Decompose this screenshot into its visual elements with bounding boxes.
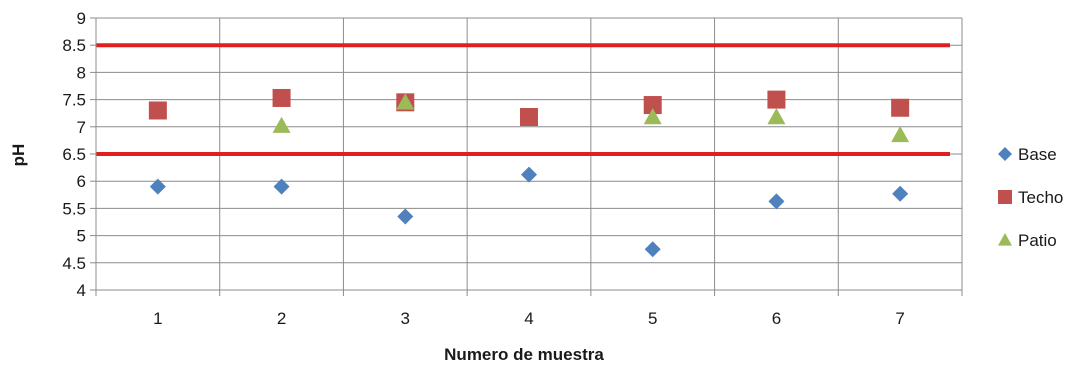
data-point-techo: [148, 101, 167, 120]
data-point-techo: [272, 88, 291, 107]
y-tick-label: 4.5: [62, 254, 86, 273]
legend-marker-patio: [998, 233, 1012, 246]
y-tick-label: 6.5: [62, 145, 86, 164]
data-point-patio: [767, 108, 786, 125]
data-point-base: [892, 185, 909, 202]
reference-lines: [96, 43, 950, 156]
x-tick-label: 2: [277, 309, 286, 328]
x-tick-labels: 1 2 3 4 5 6 7: [153, 309, 905, 328]
x-tick-label: 5: [648, 309, 657, 328]
x-axis-title: Numero de muestra: [444, 345, 604, 364]
data-point-techo: [520, 108, 538, 127]
axes: [90, 17, 963, 296]
y-tick-label: 5.5: [62, 199, 86, 218]
y-tick-labels: 4 4.5 5 5.5 6 6.5 7 7.5 8 8.5 9: [62, 9, 86, 300]
y-tick-label: 5: [77, 227, 86, 246]
data-point-patio: [643, 108, 662, 125]
y-tick-label: 6: [77, 172, 86, 191]
y-tick-label: 8: [77, 63, 86, 82]
data-point-techo: [891, 98, 910, 117]
x-tick-label: 3: [401, 309, 410, 328]
y-tick-label: 8.5: [62, 36, 86, 55]
data-point-techo: [767, 90, 786, 109]
data-point-base: [521, 166, 537, 183]
legend-label-patio: Patio: [1018, 231, 1057, 250]
data-point-patio: [396, 93, 415, 110]
data-markers: [148, 88, 910, 258]
data-point-base: [273, 178, 290, 195]
data-point-base: [149, 178, 166, 195]
data-point-base: [644, 241, 661, 258]
legend-label-techo: Techo: [1018, 188, 1063, 207]
legend: Base Techo Patio: [998, 145, 1063, 250]
legend-marker-techo: [998, 190, 1012, 204]
y-axis-title: pH: [9, 144, 28, 167]
legend-label-base: Base: [1018, 145, 1057, 164]
y-tick-label: 9: [77, 9, 86, 28]
data-point-techo: [643, 96, 662, 115]
x-tick-label: 6: [772, 309, 781, 328]
legend-marker-base: [998, 147, 1012, 161]
y-tick-label: 7.5: [62, 91, 86, 110]
y-tick-label: 7: [77, 118, 86, 137]
x-tick-label: 7: [895, 309, 904, 328]
data-point-base: [768, 193, 785, 210]
y-tick-label: 4: [77, 281, 86, 300]
x-tick-label: 1: [153, 309, 162, 328]
data-point-patio: [891, 125, 910, 143]
x-tick-label: 4: [524, 309, 533, 328]
data-point-base: [397, 208, 414, 225]
data-point-patio: [272, 116, 291, 133]
